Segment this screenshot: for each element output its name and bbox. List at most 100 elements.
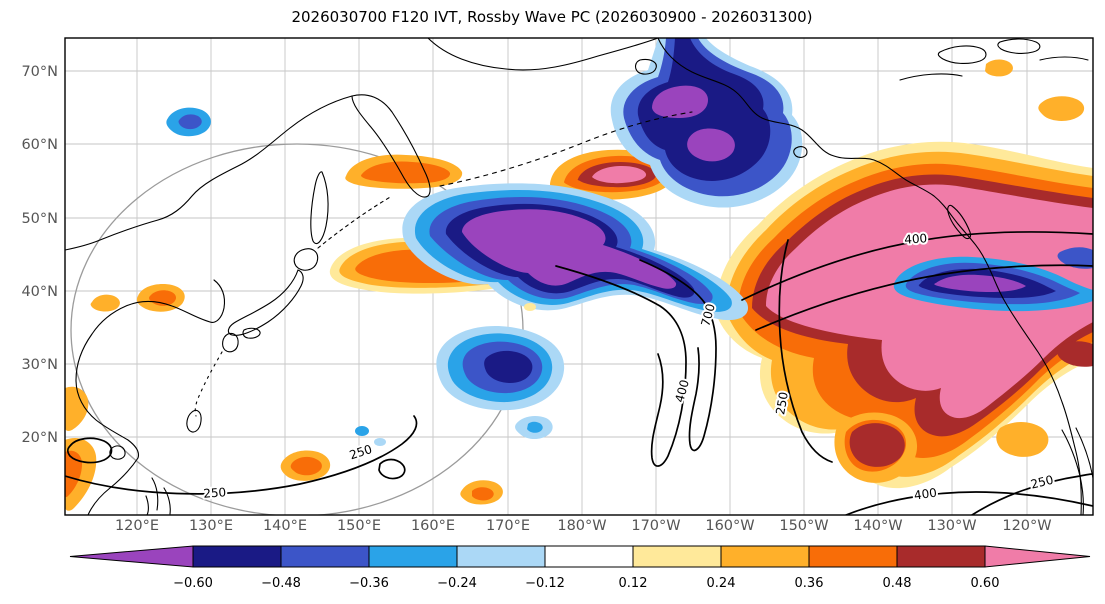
coast-china (75, 300, 211, 515)
colorbar-seg-6 (632, 545, 722, 568)
cb-tick-8: 0.48 (883, 576, 912, 591)
colorbar-seg-7 (720, 545, 810, 568)
shading-positive-eastern-plume (715, 141, 1093, 489)
contour-label-400-b: 400 (904, 231, 928, 247)
x-tick-1: 130°E (189, 518, 233, 534)
coastlines (65, 38, 1093, 515)
x-tick-7: 170°W (631, 518, 680, 534)
shade-embedded-purple (934, 274, 1026, 292)
y-tick-2: 50°N (21, 211, 58, 227)
coast-arctic-3 (899, 56, 1089, 81)
contour-400-plume-axis (741, 231, 1093, 301)
colorbar-seg-4 (456, 545, 546, 568)
colorbar-seg-1 (192, 545, 282, 568)
coast-arctic-2 (997, 38, 1041, 54)
contour-250-plume-west (778, 239, 833, 463)
contour-label-250-a: 250 (203, 485, 227, 501)
sp-lightblue-dot-2 (374, 438, 386, 446)
sp-cyan-dot-1 (355, 426, 369, 436)
x-tick-8: 160°W (705, 518, 754, 534)
colorbar-seg-5 (544, 545, 634, 568)
ivt-contours (65, 231, 1093, 515)
sp-orange-left-edge (65, 450, 82, 498)
sp-blue-128E62N (178, 114, 202, 130)
cb-tick-9: 0.60 (971, 576, 1000, 591)
colorbar-seg-3 (368, 545, 458, 568)
plot-border (64, 37, 1094, 516)
colorbar-left-arrow (69, 545, 194, 568)
coast-arctic-1 (937, 45, 987, 64)
shading-negative-alaska (610, 38, 803, 208)
sub-navy (484, 350, 533, 383)
x-tick-4: 160°E (411, 518, 455, 534)
sp-amber-left-edge-1 (65, 386, 89, 431)
colorbar-right-arrow (984, 545, 1091, 568)
cb-tick-4: −0.12 (525, 576, 565, 591)
coast-kamchatka (351, 94, 431, 198)
contour-250-closed-china (66, 437, 113, 464)
shade-bottomright-amber (996, 422, 1049, 457)
colorbar: −0.60 −0.48 −0.36 −0.24 −0.12 0.12 0.24 … (69, 545, 1091, 591)
coast-kuril-dashed (317, 195, 393, 249)
coast-kodiak (793, 146, 808, 158)
cen-purple (462, 209, 677, 289)
sp-amber-topright-2 (985, 59, 1013, 77)
shade-darkred-south-spot (849, 423, 905, 467)
colorbar-seg-2 (280, 545, 370, 568)
shading-positive-dateline-55N (550, 149, 676, 200)
sp-orange-142E16N (290, 456, 322, 476)
colorbar-seg-8 (808, 545, 898, 568)
shade-darkred-edge-spot (1057, 341, 1093, 367)
shade-edge-blue-45N (1057, 247, 1093, 269)
x-tick-5: 170°E (486, 518, 530, 534)
y-tick-3: 40°N (21, 284, 58, 300)
contour-closed-small (378, 458, 406, 480)
contour-label-400-a: 400 (672, 378, 691, 404)
coast-hainan (109, 445, 126, 460)
coast-taiwan (186, 409, 202, 433)
x-tick-12: 120°W (1002, 518, 1051, 534)
coast-alaska (657, 38, 1082, 515)
contour-400-trough (555, 265, 687, 467)
sp-amber-120E40N (90, 294, 120, 312)
coast-sakhalin (310, 171, 329, 245)
dl-pink (592, 166, 647, 184)
contour-label-250-c: 250 (773, 391, 791, 416)
coast-kyushu (222, 332, 239, 353)
contour-label-400-c: 400 (913, 486, 938, 503)
x-tick-9: 150°W (779, 518, 828, 534)
ak-purple-1 (652, 85, 708, 118)
coast-korea (209, 279, 226, 323)
x-tick-0: 120°E (115, 518, 159, 534)
shading-small-patches (65, 59, 1085, 511)
sp-cyan-172E21N (527, 421, 543, 433)
x-tick-11: 130°W (927, 518, 976, 534)
y-tick-5: 20°N (21, 430, 58, 446)
colorbar-seg-9 (896, 545, 986, 568)
coast-hokkaido (293, 248, 319, 271)
contour-250-southwest (65, 415, 418, 495)
cb-tick-3: −0.24 (437, 576, 477, 591)
map-content: 250 250 400 700 250 400 400 250 (65, 38, 1093, 515)
coast-chukotka (427, 38, 659, 71)
cb-tick-5: 0.12 (619, 576, 648, 591)
coast-okhotsk-asia (65, 95, 353, 251)
coast-honshu (227, 269, 304, 336)
colorbar-tick-labels: −0.60 −0.48 −0.36 −0.24 −0.12 0.12 0.24 … (173, 576, 999, 591)
cb-tick-0: −0.60 (173, 576, 213, 591)
x-axis-labels: 120°E 130°E 140°E 150°E 160°E 170°E 180°… (115, 518, 1052, 534)
coast-aleutians-dashed (439, 111, 693, 187)
cb-tick-6: 0.24 (707, 576, 736, 591)
x-tick-6: 180°W (557, 518, 606, 534)
y-tick-1: 60°N (21, 137, 58, 153)
sp-paleyellow-dot (524, 303, 536, 311)
chart-title: 2026030700 F120 IVT, Rossby Wave PC (202… (291, 8, 812, 26)
contour-700-trough (639, 259, 717, 452)
ak-purple-2 (687, 128, 735, 162)
shading-negative-central (402, 183, 749, 321)
cb-tick-2: −0.36 (349, 576, 389, 591)
y-tick-0: 70°N (21, 64, 58, 80)
cb-tick-1: −0.48 (261, 576, 301, 591)
